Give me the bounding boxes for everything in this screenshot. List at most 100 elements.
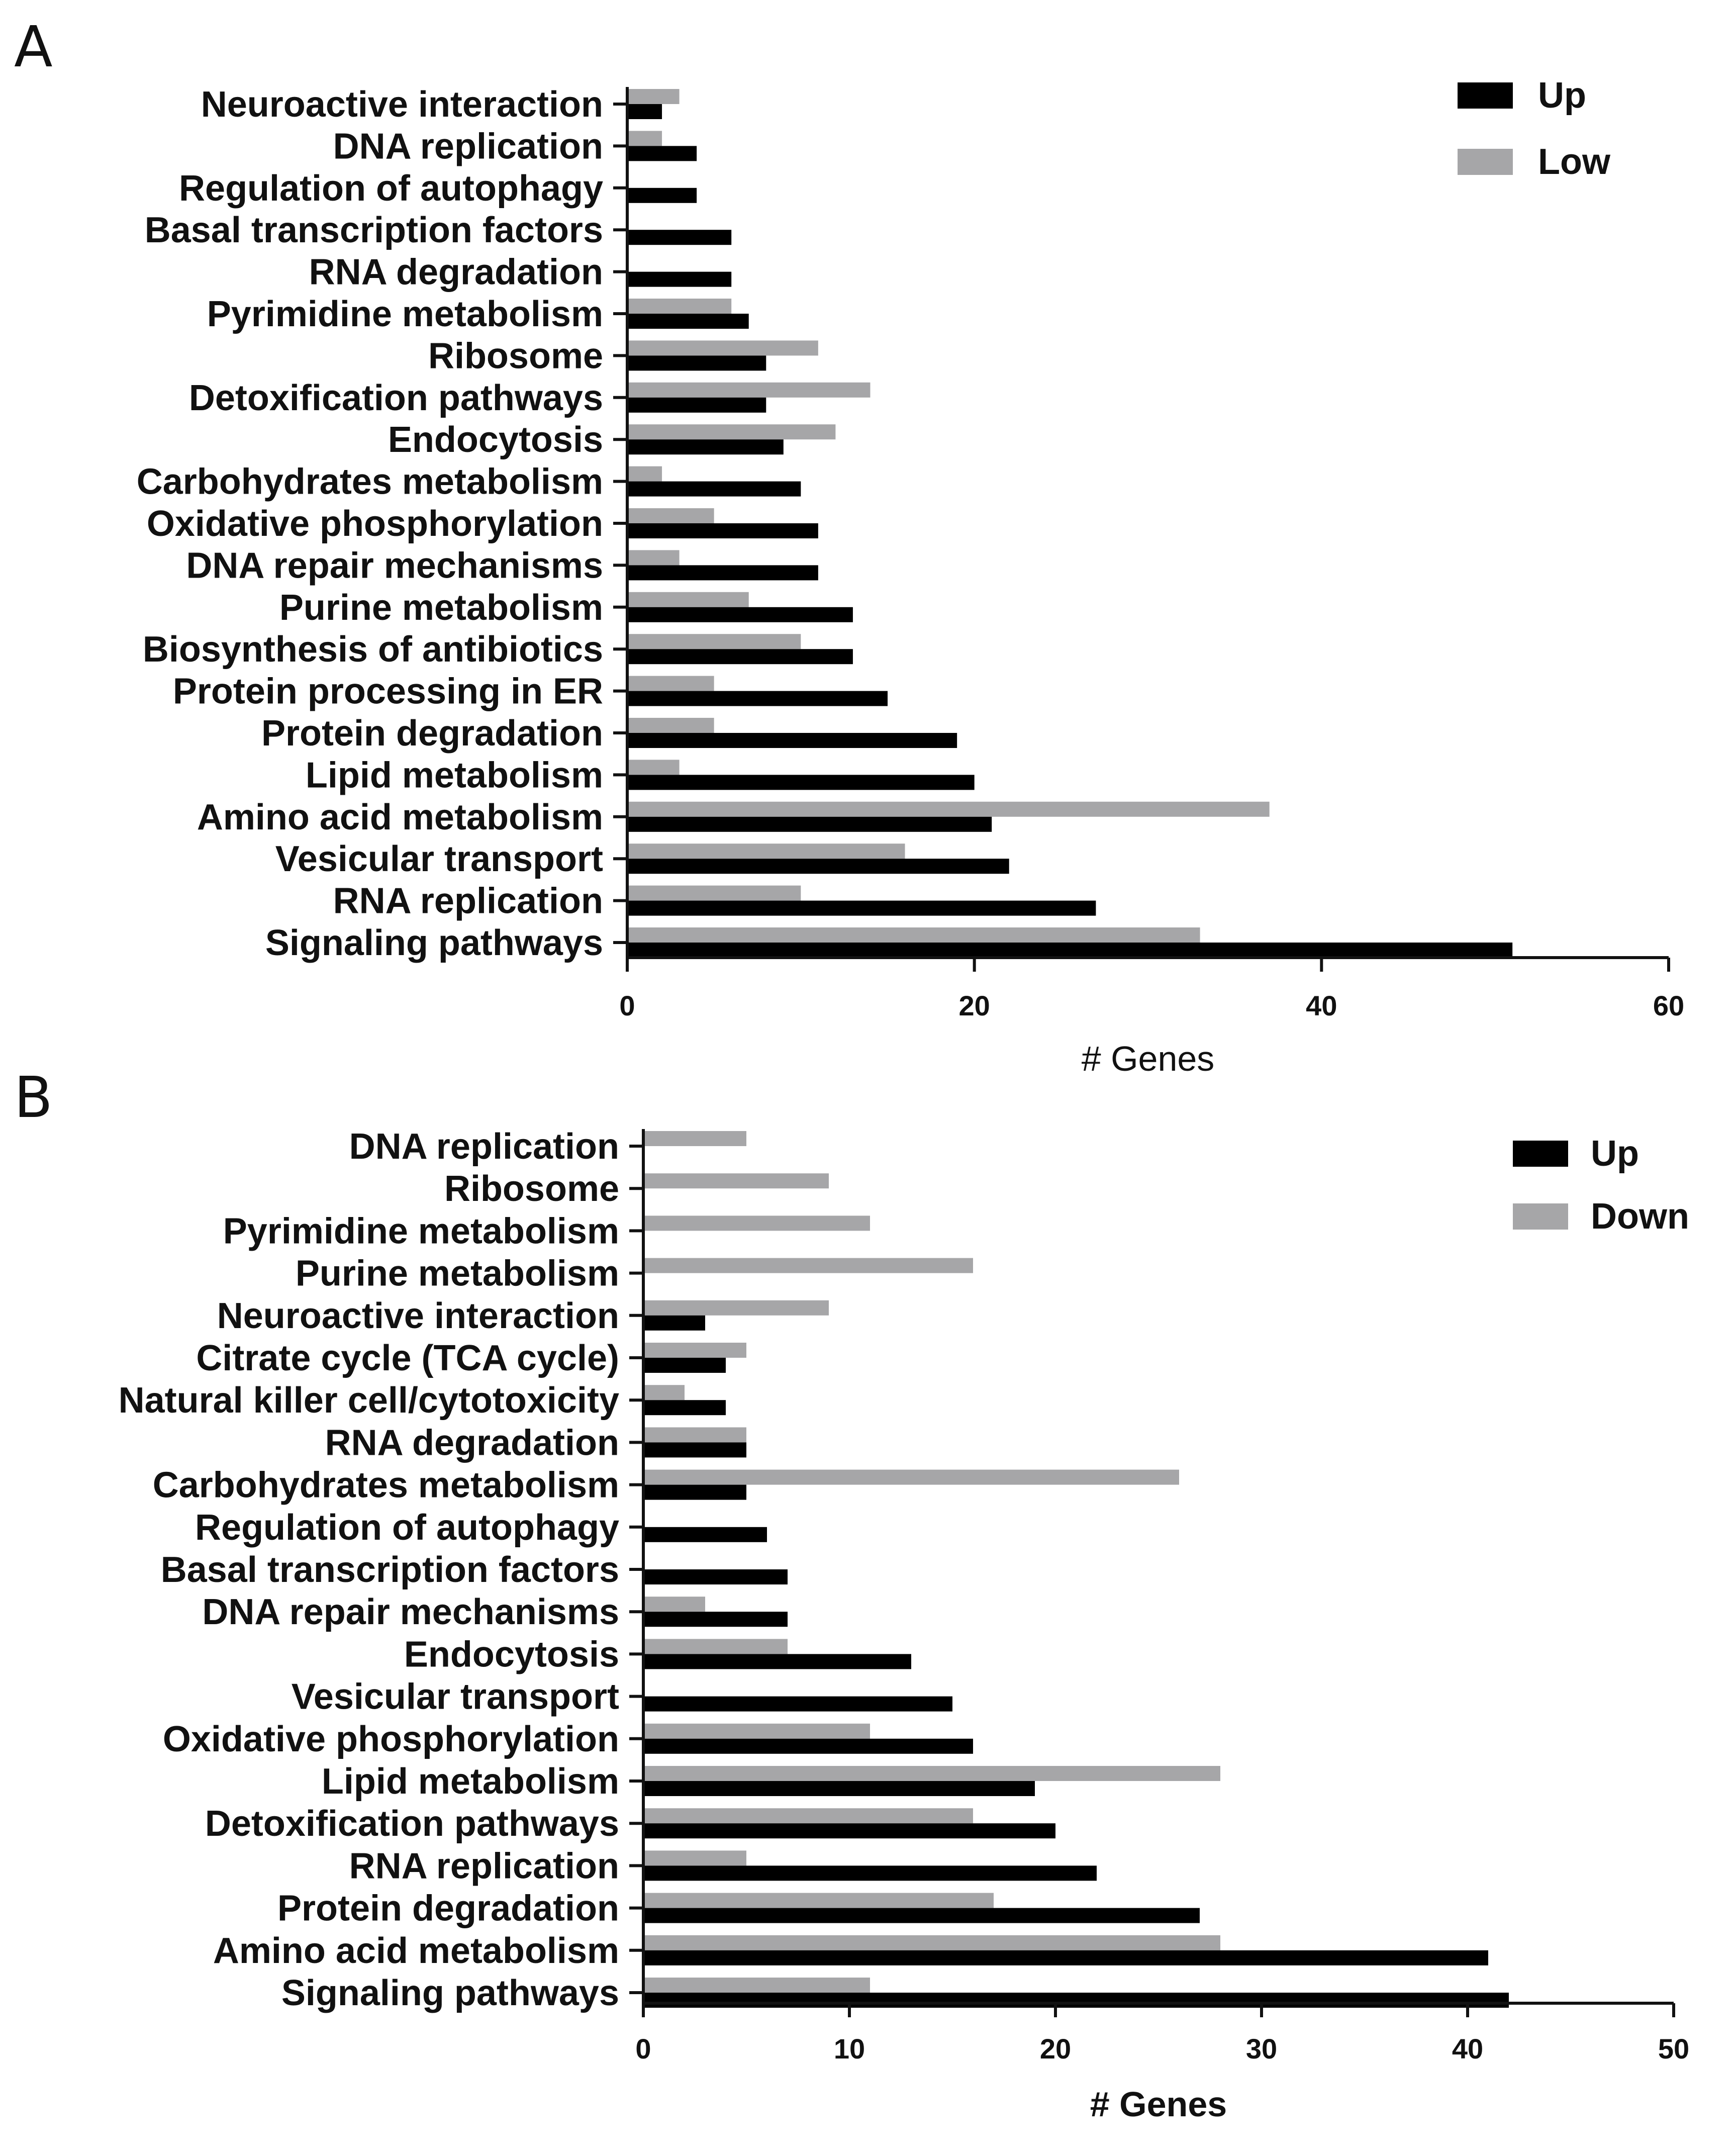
panel-b-x-tick-label: 20 [1040,2033,1071,2065]
panel-a-category-label: Regulation of autophagy [179,168,603,209]
panel-b-bar-down-carbohydrates-metabolism [643,1469,1179,1485]
panel-b-bar-down-rna-degradation [643,1427,746,1443]
panel-b-category-label: Citrate cycle (TCA cycle) [196,1338,619,1378]
panel-a-bar-up-purine-metabolism [627,607,853,622]
panel-b-category-label: Regulation of autophagy [195,1508,619,1548]
panel-a-x-tick-label: 40 [1306,990,1337,1021]
panel-a-legend-swatch-up [1458,82,1513,109]
panel-a-category-label: Basal transcription factors [145,210,603,250]
panel-a-bar-up-dna-repair-mechanisms [627,565,818,581]
panel-a-bar-low-detoxification-pathways [627,382,871,398]
panel-b-category-label: Endocytosis [404,1634,619,1674]
panel-a-bar-up-rna-degradation [627,271,732,287]
panel-b-category-label: RNA replication [349,1846,619,1886]
panel-b-letter: B [14,1065,53,1131]
panel-a-bar-low-neuroactive-interaction [627,89,680,104]
panel-b-bar-down-dna-replication [643,1131,746,1146]
panel-a-bar-low-vesicular-transport [627,844,905,859]
panel-b-bar-up-amino-acid-metabolism [643,1950,1488,1965]
panel-b-legend-label-down: Down [1591,1196,1689,1237]
panel-a-bar-up-regulation-of-autophagy [627,188,697,203]
panel-a-category-label: DNA repair mechanisms [186,545,603,586]
panel-b-bar-up-citrate-cycle-tca-cycle [643,1358,726,1373]
panel-a-x-tick-label: 60 [1653,990,1684,1021]
panel-b-category-label: Purine metabolism [296,1254,619,1294]
panel-b-category-label: Pyrimidine metabolism [223,1211,619,1251]
panel-a-bar-low-biosynthesis-of-antibiotics [627,634,801,649]
panel-a-bar-low-pyrimidine-metabolism [627,299,732,314]
panel-b-category-label: DNA replication [349,1127,619,1167]
panel-a-category-label: Amino acid metabolism [197,797,603,837]
panel-a-bar-low-endocytosis [627,424,836,440]
panel-b-bar-up-basal-transcription-factors [643,1569,788,1584]
panel-a-bar-low-lipid-metabolism [627,760,680,775]
panel-b-x-tick-label: 10 [834,2033,865,2065]
panel-a-bar-up-lipid-metabolism [627,775,975,790]
panel-a-bar-up-neuroactive-interaction [627,104,662,119]
panel-b-bar-up-endocytosis [643,1654,911,1669]
panel-b-x-tick-label: 40 [1452,2033,1483,2065]
panel-a-bar-up-biosynthesis-of-antibiotics [627,649,853,665]
panel-a-category-label: Vesicular transport [275,839,603,879]
panel-a-bar-up-pyrimidine-metabolism [627,314,749,329]
panel-b-bar-up-detoxification-pathways [643,1823,1055,1839]
panel-a-bar-up-protein-degradation [627,733,957,748]
panel-b-category-label: Protein degradation [277,1889,619,1929]
panel-a-bar-low-amino-acid-metabolism [627,801,1270,817]
panel-b-category-label: RNA degradation [325,1423,619,1463]
panel-a-bar-low-purine-metabolism [627,592,749,607]
panel-a-legend-swatch-low [1458,149,1513,175]
panel-b-bar-down-ribosome [643,1173,829,1189]
panel-b-legend-swatch-down [1513,1203,1568,1230]
panel-a-bar-up-amino-acid-metabolism [627,816,992,832]
panel-b-bar-down-oxidative-phosphorylation [643,1723,870,1739]
panel-b-bar-up-carbohydrates-metabolism [643,1484,746,1500]
panel-a-bar-up-protein-processing-in-er [627,691,888,706]
panel-b-bar-down-pyrimidine-metabolism [643,1215,870,1231]
panel-a-bar-up-detoxification-pathways [627,397,766,413]
panel-b-category-label: DNA repair mechanisms [202,1592,619,1632]
panel-b-category-label: Carbohydrates metabolism [153,1465,619,1506]
panel-a-category-label: Pyrimidine metabolism [207,294,603,334]
panel-b-x-tick-label: 50 [1658,2033,1689,2065]
panel-b-category-label: Vesicular transport [292,1677,619,1717]
panel-a-x-axis-title: # Genes [1082,1039,1215,1078]
panel-b-bar-up-signaling-pathways [643,1993,1509,2008]
panel-b-bar-down-lipid-metabolism [643,1766,1220,1781]
panel-a-category-label: Neuroactive interaction [201,84,603,125]
panel-a-bar-low-carbohydrates-metabolism [627,466,662,482]
panel-a-bar-up-carbohydrates-metabolism [627,481,801,497]
panel-a-bar-up-basal-transcription-factors [627,230,732,245]
panel-a-category-label: Ribosome [428,336,603,376]
panel-b-category-label: Amino acid metabolism [213,1931,619,1971]
panel-b-bar-down-amino-acid-metabolism [643,1935,1220,1950]
panel-b-legend-label-up: Up [1591,1134,1639,1174]
panel-a-category-label: Protein degradation [261,713,603,754]
panel-b-bar-down-purine-metabolism [643,1258,973,1273]
panel-b-bar-down-citrate-cycle-tca-cycle [643,1343,746,1358]
panel-b-x-tick-label: 30 [1246,2033,1277,2065]
panel-a-legend-label-up: Up [1538,75,1586,116]
panel-a-bar-low-dna-replication [627,131,662,146]
panel-b-bar-up-neuroactive-interaction [643,1315,705,1331]
panel-b-category-label: Oxidative phosphorylation [163,1719,619,1759]
panel-a-legend-label-low: Low [1538,142,1611,182]
panel-b-bar-down-signaling-pathways [643,1978,870,1993]
panel-a-category-label: RNA degradation [309,252,603,293]
panel-a-bar-low-rna-replication [627,885,801,901]
panel-b-category-label: Ribosome [444,1169,619,1209]
panel-b-bar-down-natural-killer-cell-cytotoxicity [643,1385,685,1400]
panel-a-category-label: DNA replication [333,126,603,166]
panel-a-category-label: Endocytosis [388,420,603,460]
panel-b-bar-up-lipid-metabolism [643,1781,1035,1796]
panel-a-category-label: Detoxification pathways [189,378,603,418]
panel-a-bar-up-vesicular-transport [627,859,1009,874]
panel-b-bar-up-protein-degradation [643,1908,1200,1923]
panel-a-bar-low-ribosome [627,340,818,356]
panel-b-bar-up-vesicular-transport [643,1696,952,1712]
panel-b-x-axis-title: # Genes [1090,2085,1227,2124]
panel-a-letter: A [14,15,53,80]
panel-a-bar-up-signaling-pathways [627,943,1513,958]
